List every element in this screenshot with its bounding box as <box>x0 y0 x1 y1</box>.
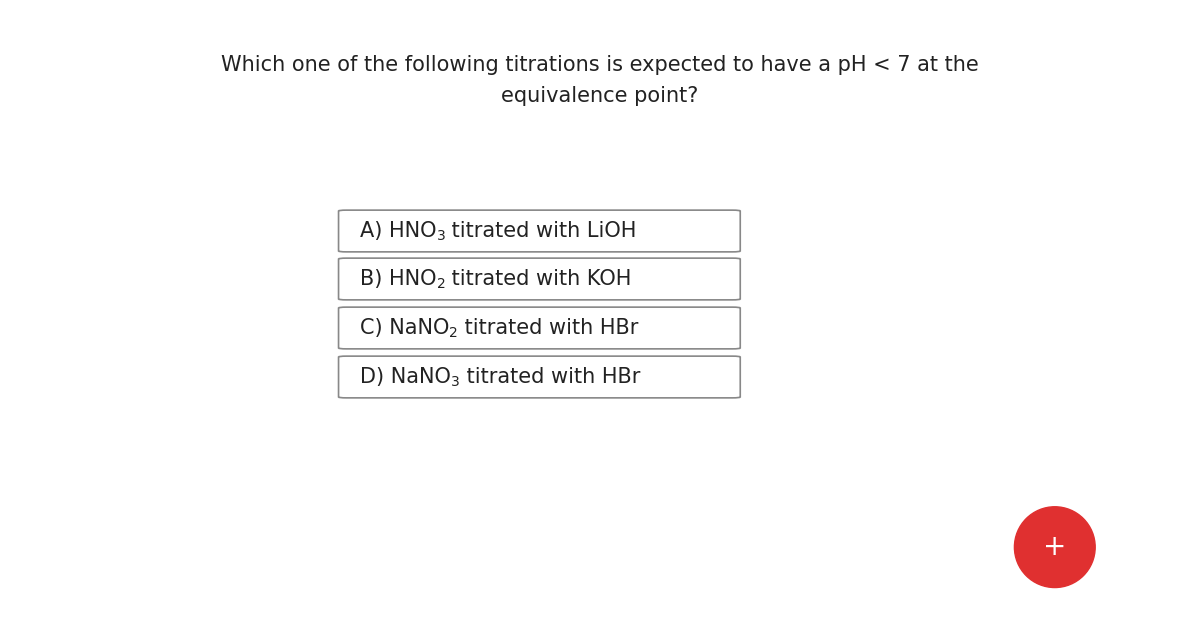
Text: 2: 2 <box>437 277 445 291</box>
Text: B) HNO: B) HNO <box>360 269 437 289</box>
Text: Which one of the following titrations is expected to have a pH < 7 at the: Which one of the following titrations is… <box>221 55 979 75</box>
Text: equivalence point?: equivalence point? <box>502 86 698 106</box>
Text: +: + <box>1043 533 1067 561</box>
Text: titrated with HBr: titrated with HBr <box>458 318 638 338</box>
Text: 3: 3 <box>451 375 460 389</box>
FancyBboxPatch shape <box>338 258 740 300</box>
Text: D) NaNO: D) NaNO <box>360 367 451 387</box>
FancyBboxPatch shape <box>338 210 740 252</box>
Circle shape <box>1014 507 1096 587</box>
Text: 3: 3 <box>437 229 445 243</box>
FancyBboxPatch shape <box>338 307 740 349</box>
Text: titrated with HBr: titrated with HBr <box>460 367 640 387</box>
Text: titrated with KOH: titrated with KOH <box>445 269 631 289</box>
Text: 2: 2 <box>449 326 458 340</box>
FancyBboxPatch shape <box>338 356 740 398</box>
Text: titrated with LiOH: titrated with LiOH <box>445 221 637 241</box>
Text: C) NaNO: C) NaNO <box>360 318 449 338</box>
Text: A) HNO: A) HNO <box>360 221 437 241</box>
